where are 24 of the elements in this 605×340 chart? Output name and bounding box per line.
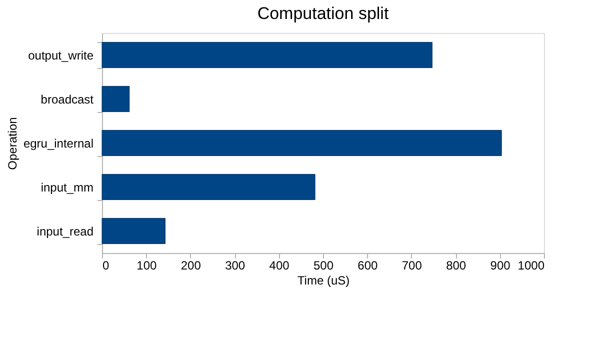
chart-title: Computation split — [257, 4, 389, 23]
x-axis-title: Time (uS) — [297, 274, 350, 288]
y-axis-title: Operation — [5, 117, 20, 170]
y-tick-label: egru_internal — [23, 136, 94, 150]
x-tick-label: 1000 — [518, 258, 545, 272]
bar — [102, 174, 316, 200]
x-tick-label: 200 — [180, 258, 202, 272]
bar — [102, 86, 130, 112]
y-tick-label: input_read — [36, 224, 94, 238]
x-tick-label: 300 — [225, 258, 246, 272]
bar — [102, 130, 502, 156]
bar — [102, 42, 432, 68]
x-tick-label: 800 — [446, 258, 466, 272]
x-tick-label: 700 — [402, 258, 422, 272]
y-tick-label: broadcast — [40, 92, 94, 106]
x-tick-label: 0 — [102, 258, 110, 272]
x-tick-label: 100 — [136, 258, 158, 272]
x-tick-label: 500 — [313, 258, 334, 272]
bar — [102, 218, 166, 244]
x-tick-label: 900 — [490, 258, 511, 272]
x-tick-label: 400 — [269, 258, 290, 272]
y-tick-label: output_write — [28, 48, 94, 62]
y-tick-label: input_mm — [40, 180, 94, 194]
x-tick-label: 600 — [358, 258, 378, 272]
